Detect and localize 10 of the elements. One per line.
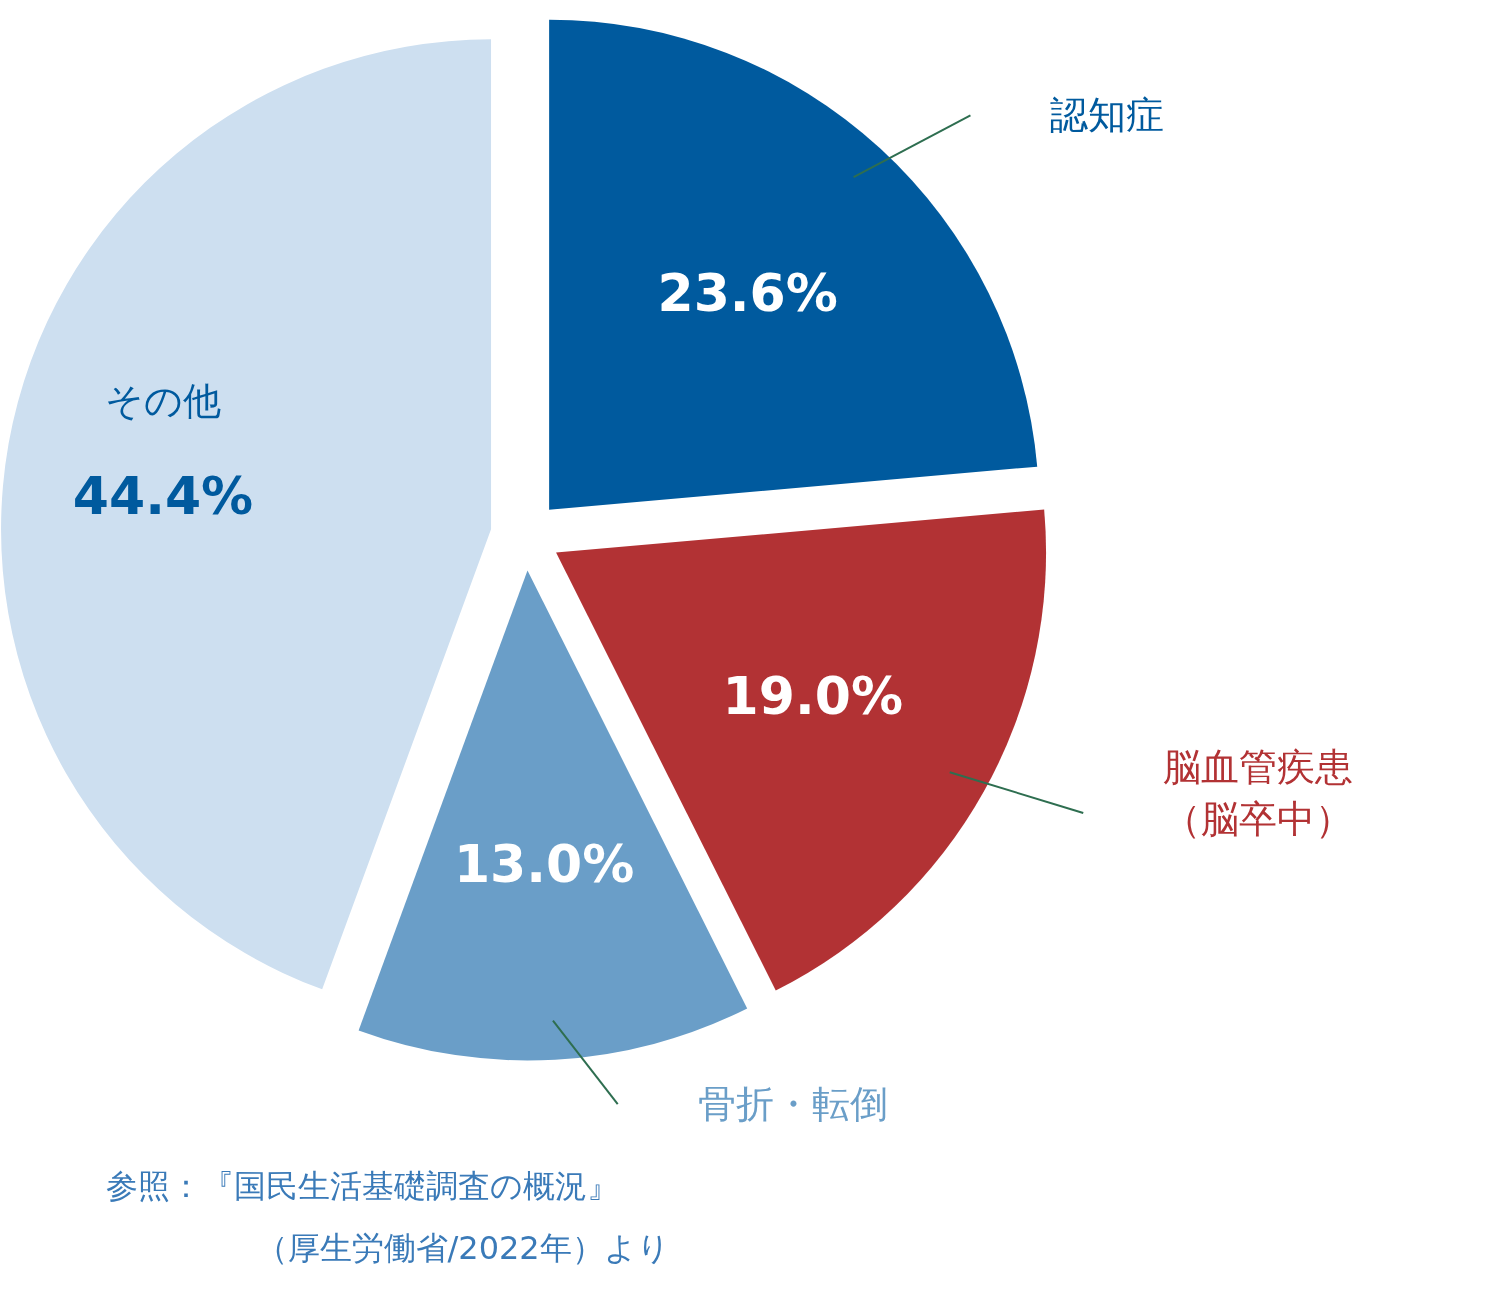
data-label: 44.4% [72,466,254,527]
slice-label: 骨折・転倒 [697,1082,888,1127]
text: 参照：『国民生活基礎調査の概況』 [105,1166,619,1205]
data-label: 13.0% [453,833,635,894]
data-label: 19.0% [722,665,904,726]
slice-label: 脳血管疾患（脳卒中） [1163,744,1354,842]
slice-label: その他 [104,379,221,424]
text: （厚生労働省/2022年）より [255,1228,670,1267]
data-label: 23.6% [657,262,838,323]
slice-label: 認知症 [1050,93,1165,138]
